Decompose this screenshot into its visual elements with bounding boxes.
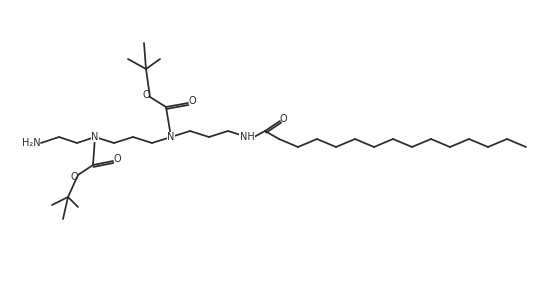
Text: N: N — [92, 132, 99, 142]
Text: O: O — [70, 172, 78, 182]
Text: O: O — [188, 96, 196, 106]
Text: O: O — [142, 90, 150, 100]
Text: O: O — [113, 154, 121, 164]
Text: NH: NH — [239, 132, 254, 142]
Text: O: O — [279, 114, 287, 124]
Text: H₂N: H₂N — [22, 138, 41, 148]
Text: N: N — [167, 132, 175, 142]
